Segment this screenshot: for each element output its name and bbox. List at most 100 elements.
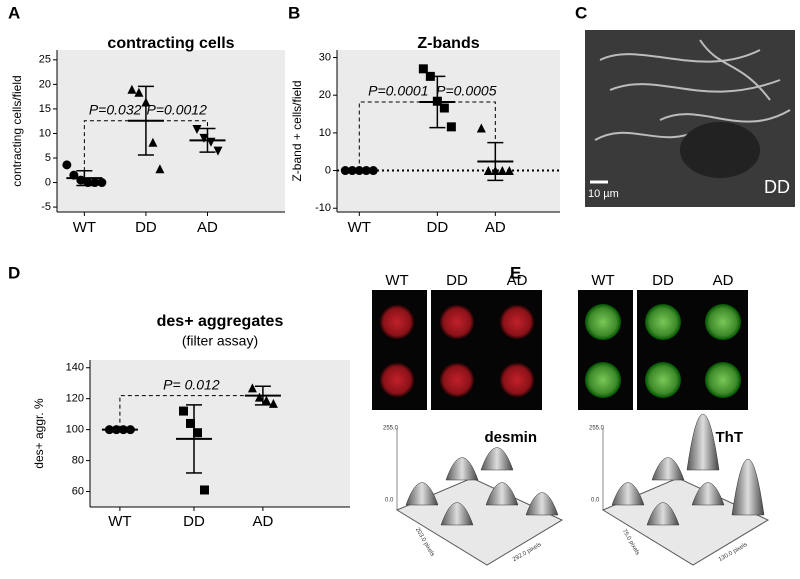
surface-peak xyxy=(440,502,474,526)
surface-peak xyxy=(651,457,685,481)
nucleus xyxy=(680,122,760,178)
y-axis-label: des+ aggr. % xyxy=(32,398,46,469)
dot-blot xyxy=(379,304,415,340)
stain-label: ThT xyxy=(716,429,744,446)
point xyxy=(199,133,209,143)
point xyxy=(193,428,202,438)
panel-label: B xyxy=(288,3,300,22)
comparison-bracket xyxy=(437,101,496,162)
dot-blot xyxy=(645,304,681,340)
p-value: P=0.0005 xyxy=(436,83,497,99)
x-tick-label: DD xyxy=(427,219,449,236)
x-tick-label: DD xyxy=(183,513,205,530)
y-tick-label: -5 xyxy=(41,201,51,213)
lane-label: AD xyxy=(713,272,734,289)
chart-title: des+ aggregates xyxy=(157,313,284,330)
x-tick-label: WT xyxy=(73,219,96,236)
point xyxy=(261,395,271,405)
dot-blot xyxy=(585,362,621,398)
point xyxy=(476,123,486,133)
p-value: P= 0.012 xyxy=(163,376,220,392)
point xyxy=(268,398,278,408)
y-tick-label: 0 xyxy=(325,164,331,176)
x-tick-label: WT xyxy=(108,513,131,530)
dot-blot xyxy=(645,362,681,398)
surface-peak xyxy=(691,482,725,506)
comparison-bracket xyxy=(119,395,263,430)
y-tick-label: 20 xyxy=(319,89,331,101)
dot-blot xyxy=(499,304,535,340)
lane-label: DD xyxy=(652,272,674,289)
y-tick-label: 80 xyxy=(72,454,84,466)
comparison-bracket xyxy=(83,120,146,179)
panel-label: C xyxy=(575,3,587,22)
x-tick-label: AD xyxy=(252,513,273,530)
y-tick-label: 30 xyxy=(319,51,331,63)
panel-label: A xyxy=(8,3,20,22)
point xyxy=(97,178,107,188)
y-tick-label: 15 xyxy=(39,103,51,115)
point xyxy=(134,87,144,97)
panel-c: C 10 µm DD xyxy=(575,3,795,207)
surface-base xyxy=(601,477,770,566)
point xyxy=(483,166,493,176)
dot-blot xyxy=(439,362,475,398)
plot-background xyxy=(90,360,350,507)
dot-blot xyxy=(705,304,741,340)
y-tick-label: 0 xyxy=(45,176,51,188)
stain-label: desmin xyxy=(484,429,537,446)
point xyxy=(213,146,223,156)
chart-title: Z-bands xyxy=(417,35,479,52)
p-value: P=0.0012 xyxy=(147,101,208,117)
surface-peak xyxy=(731,459,765,516)
micrograph xyxy=(585,30,795,207)
z-min: 0.0 xyxy=(385,498,394,504)
point xyxy=(155,164,165,174)
point xyxy=(127,84,137,94)
x-tick-label: DD xyxy=(135,219,157,236)
point xyxy=(254,392,264,402)
dot-blot xyxy=(499,362,535,398)
chart-title: contracting cells xyxy=(107,35,234,52)
z-min: 0.0 xyxy=(591,498,600,504)
surface-peak xyxy=(405,482,439,506)
lane-label: AD xyxy=(507,272,528,289)
lane-label: WT xyxy=(385,272,408,289)
y-tick-label: 25 xyxy=(39,54,51,66)
point xyxy=(179,406,188,416)
surface-peak xyxy=(480,447,514,471)
z-max: 255.0 xyxy=(589,426,605,432)
y-tick-label: 60 xyxy=(72,485,84,497)
y-axis-label: contracting cells/field xyxy=(10,75,24,186)
p-value: P=0.032 xyxy=(89,101,142,117)
comparison-bracket xyxy=(358,101,438,171)
point xyxy=(186,418,195,428)
panel-label: E xyxy=(510,263,521,282)
panel-label: D xyxy=(8,263,20,282)
x-tick-label: AD xyxy=(197,219,218,236)
surface-peak xyxy=(611,482,645,506)
point xyxy=(62,160,72,170)
dot-blot xyxy=(439,304,475,340)
x-tick-label: WT xyxy=(348,219,371,236)
y-tick-label: 10 xyxy=(319,127,331,139)
y-tick-label: -10 xyxy=(315,202,331,214)
y-tick-label: 20 xyxy=(39,78,51,90)
point xyxy=(446,122,456,132)
scale-bar-label: 10 µm xyxy=(588,188,619,200)
p-value: P=0.0001 xyxy=(368,83,428,99)
point xyxy=(247,383,257,393)
dot-blot xyxy=(379,362,415,398)
point xyxy=(192,125,202,135)
point xyxy=(497,166,507,176)
y-axis-label: Z-band + cells/field xyxy=(290,80,304,181)
chart-subtitle: (filter assay) xyxy=(182,333,258,349)
chart: B Z-bands Z-band + cells/field -10 0 10 20 30 WT… xyxy=(288,3,560,236)
lane-label: DD xyxy=(446,272,468,289)
lane-label: WT xyxy=(591,272,614,289)
y-extent: 75.0 pixels xyxy=(621,528,641,556)
